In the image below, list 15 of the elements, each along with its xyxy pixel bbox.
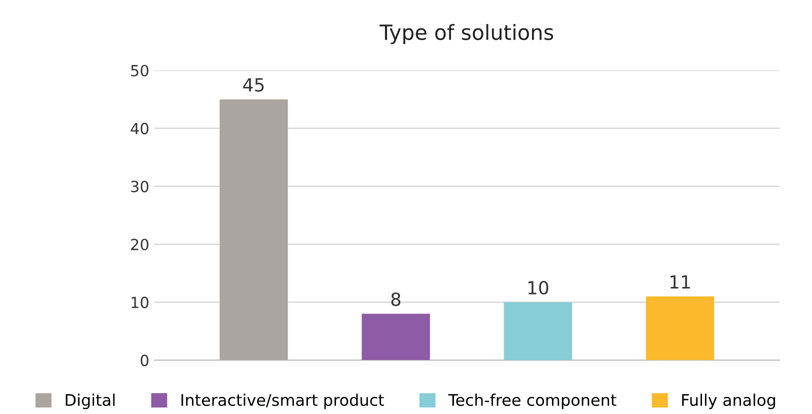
y-tick-label: 30 xyxy=(131,180,148,192)
data-label: 10 xyxy=(528,280,548,295)
data-label: 11 xyxy=(670,275,690,288)
legend-label: Tech-free component xyxy=(448,394,616,410)
y-tick-label: 0 xyxy=(140,354,148,366)
chart-title: Type of solutions xyxy=(380,24,554,44)
data-label: 8 xyxy=(391,292,400,306)
legend-label: Fully analog xyxy=(682,394,776,410)
y-tick-label: 50 xyxy=(131,64,148,76)
legend-label: Interactive/smart product xyxy=(182,394,384,410)
data-label: 45 xyxy=(243,78,264,92)
y-tick-label: 10 xyxy=(132,296,148,308)
y-tick-label: 40 xyxy=(130,122,148,134)
legend-label: Digital xyxy=(66,394,115,410)
y-tick-label: 20 xyxy=(131,238,148,250)
